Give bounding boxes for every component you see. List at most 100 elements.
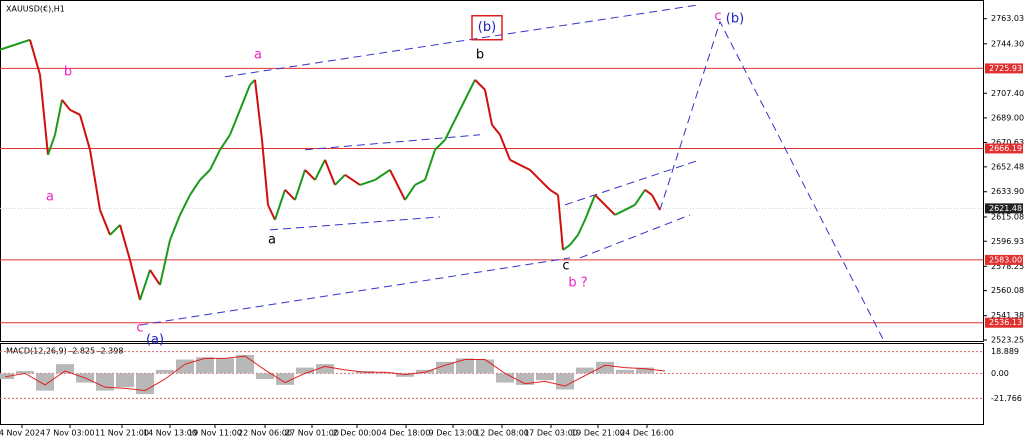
macd-bar bbox=[136, 373, 154, 395]
y-tick-label: 2744.30 bbox=[991, 39, 1024, 48]
chart-title: XAUUSD(€),H1 bbox=[6, 5, 65, 14]
price-segment bbox=[0, 43, 16, 51]
price-segment bbox=[557, 194, 564, 250]
wave-label: a bbox=[268, 232, 276, 247]
level-tag bbox=[985, 63, 1023, 74]
macd-bar bbox=[296, 367, 314, 374]
price-segment bbox=[474, 79, 486, 91]
price-segment bbox=[529, 169, 541, 181]
price-segment bbox=[389, 169, 406, 201]
price-segment bbox=[569, 234, 579, 246]
price-segment bbox=[334, 174, 346, 186]
x-tick-label: 4 Nov 2024 bbox=[0, 429, 45, 438]
price-segment bbox=[499, 134, 511, 161]
current-price-label: 2621.48 bbox=[989, 204, 1022, 213]
price-segment bbox=[89, 149, 101, 211]
y-tick-label: 2670.63 bbox=[991, 138, 1024, 147]
price-segment bbox=[304, 169, 316, 181]
price-segment bbox=[549, 189, 559, 196]
price-segment bbox=[261, 139, 269, 205]
macd-bar bbox=[56, 364, 74, 374]
price-segment bbox=[209, 149, 221, 171]
macd-bar bbox=[96, 373, 114, 391]
x-tick-label: 4 Dec 18:00 bbox=[382, 429, 431, 438]
x-tick-label: 22 Nov 06:00 bbox=[238, 429, 292, 438]
price-segment bbox=[139, 269, 151, 301]
wave-label: (b) bbox=[478, 20, 496, 35]
price-segment bbox=[374, 169, 391, 181]
macd-bar bbox=[456, 358, 474, 374]
wave-label: a bbox=[46, 189, 54, 204]
price-frame bbox=[0, 0, 984, 342]
price-segment bbox=[294, 169, 306, 201]
x-tick-label: 11 Nov 21:00 bbox=[95, 429, 149, 438]
macd-tick-label: 18.889 bbox=[991, 347, 1019, 356]
macd-bar bbox=[36, 373, 54, 391]
wave-label: c bbox=[714, 9, 721, 24]
level-label: 2536.13 bbox=[989, 318, 1022, 327]
current-price-tag bbox=[985, 203, 1023, 214]
price-segment bbox=[539, 179, 551, 191]
x-tick-label: 27 Nov 01:00 bbox=[285, 429, 339, 438]
price-segment bbox=[61, 99, 71, 111]
level-label: 2725.93 bbox=[989, 64, 1022, 73]
price-segment bbox=[577, 219, 586, 236]
price-segment bbox=[604, 204, 616, 216]
macd-tick-label: 0.00 bbox=[991, 369, 1009, 378]
price-segment bbox=[14, 38, 31, 46]
x-tick-label: 17 Dec 03:00 bbox=[524, 429, 578, 438]
trendline bbox=[224, 4, 701, 78]
price-segment bbox=[454, 99, 466, 121]
macd-bar bbox=[376, 372, 394, 374]
price-segment bbox=[119, 224, 131, 261]
wave-label: c bbox=[136, 320, 143, 335]
level-label: 2583.00 bbox=[989, 255, 1022, 264]
macd-bar bbox=[476, 359, 494, 374]
macd-bar bbox=[316, 364, 334, 374]
price-segment bbox=[254, 79, 263, 140]
trendline bbox=[139, 257, 571, 326]
wave-label: b bbox=[64, 64, 72, 79]
y-tick-label: 2578.25 bbox=[991, 262, 1024, 271]
price-segment bbox=[129, 259, 141, 301]
macd-bar bbox=[16, 371, 34, 374]
x-tick-label: 19 Nov 11:00 bbox=[188, 429, 242, 438]
level-label: 2666.19 bbox=[989, 144, 1022, 153]
macd-bar bbox=[576, 367, 594, 374]
trendline bbox=[564, 159, 701, 206]
level-tag bbox=[985, 254, 1023, 265]
y-tick-label: 2523.25 bbox=[991, 335, 1024, 344]
price-segment bbox=[239, 84, 251, 111]
wave-label: a bbox=[254, 47, 262, 62]
level-tag bbox=[985, 317, 1023, 328]
price-segment bbox=[189, 179, 201, 196]
price-segment bbox=[584, 194, 596, 221]
price-segment bbox=[424, 149, 436, 181]
y-tick-label: 2763.03 bbox=[991, 14, 1024, 23]
macd-frame bbox=[0, 343, 984, 425]
price-segment bbox=[324, 159, 336, 186]
macd-bar bbox=[276, 373, 294, 385]
price-segment bbox=[169, 214, 181, 241]
price-segment bbox=[314, 159, 326, 181]
trendline bbox=[659, 20, 886, 344]
price-segment bbox=[29, 39, 41, 76]
price-segment bbox=[359, 178, 376, 186]
price-segment bbox=[109, 224, 121, 236]
price-segment bbox=[519, 164, 531, 171]
macd-bar bbox=[176, 359, 194, 374]
macd-bar bbox=[196, 357, 214, 374]
macd-label: MACD(12,26,9) -2.825 -2.398 bbox=[6, 347, 123, 356]
price-segment bbox=[199, 169, 211, 181]
macd-bar bbox=[436, 361, 454, 374]
price-segment bbox=[344, 174, 361, 186]
macd-bar bbox=[536, 373, 554, 381]
x-tick-label: 19 Dec 21:00 bbox=[571, 429, 625, 438]
price-segment bbox=[69, 108, 81, 116]
x-tick-label: 24 Dec 16:00 bbox=[620, 429, 674, 438]
price-segment bbox=[484, 89, 493, 126]
price-segment bbox=[47, 134, 56, 156]
price-segment bbox=[434, 139, 446, 151]
y-tick-label: 2652.48 bbox=[991, 162, 1024, 171]
